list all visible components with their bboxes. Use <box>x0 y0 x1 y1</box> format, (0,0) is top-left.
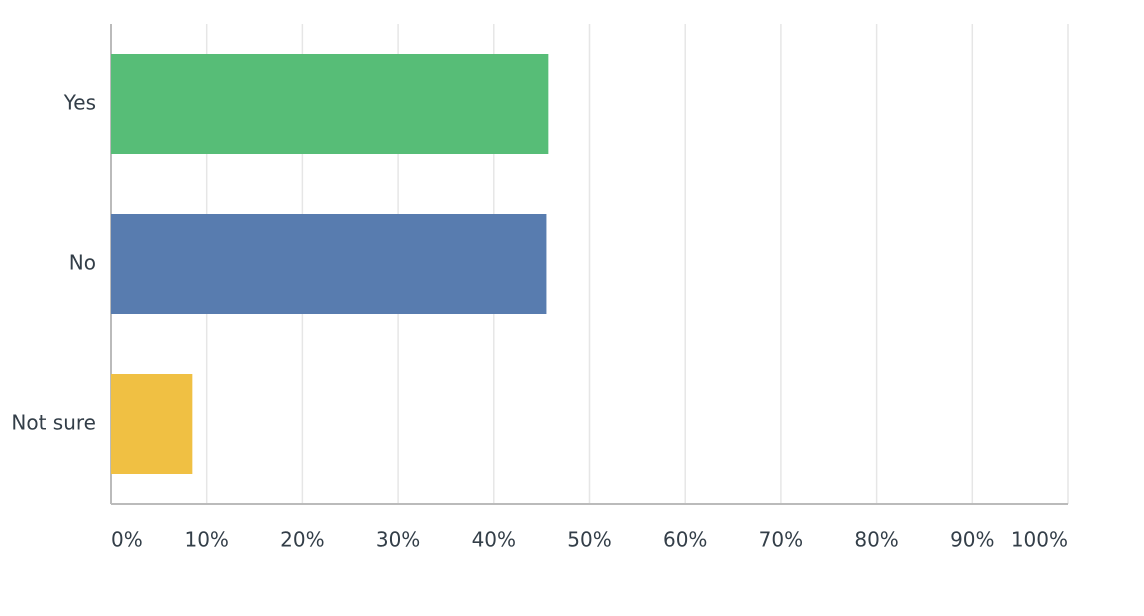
y-tick-label: Yes <box>63 91 96 115</box>
x-tick-label: 60% <box>663 528 707 552</box>
x-tick-label: 90% <box>950 528 994 552</box>
bar <box>111 214 547 314</box>
x-tick-label: 30% <box>376 528 420 552</box>
x-tick-label: 20% <box>280 528 324 552</box>
y-tick-label: No <box>69 251 96 275</box>
bar <box>111 54 549 154</box>
x-tick-label: 80% <box>854 528 898 552</box>
x-tick-label: 50% <box>567 528 611 552</box>
x-tick-label: 70% <box>759 528 803 552</box>
x-tick-label: 0% <box>111 528 143 552</box>
bar <box>111 374 193 474</box>
x-tick-label: 10% <box>184 528 228 552</box>
y-tick-label: Not sure <box>11 411 96 435</box>
x-tick-label: 100% <box>1011 528 1068 552</box>
x-tick-label: 40% <box>472 528 516 552</box>
